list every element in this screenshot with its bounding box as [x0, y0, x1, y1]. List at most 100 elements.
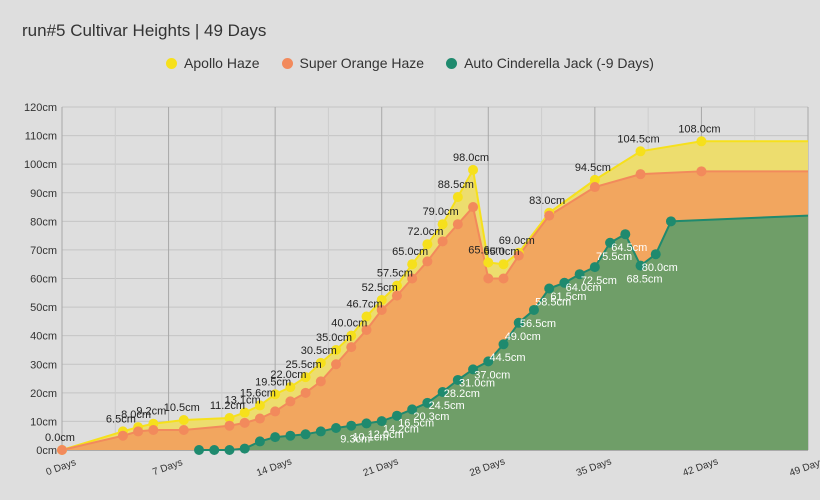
data-point	[300, 372, 311, 383]
legend-item-0[interactable]: Apollo Haze	[166, 55, 260, 71]
data-point	[254, 413, 265, 424]
legend-swatch	[446, 57, 458, 69]
chart-title: run#5 Cultivar Heights | 49 Days	[22, 21, 267, 40]
data-point	[57, 445, 67, 455]
data-point	[376, 294, 387, 305]
data-point	[391, 280, 402, 291]
data-point	[270, 432, 281, 443]
data-label: 28.2cm	[444, 388, 480, 400]
data-point	[285, 396, 296, 407]
data-point	[315, 357, 326, 368]
data-point	[224, 412, 235, 423]
y-tick-label: 120cm	[24, 102, 57, 114]
data-point	[254, 400, 265, 411]
data-point	[528, 304, 539, 315]
data-point	[468, 364, 479, 375]
data-point	[696, 166, 707, 177]
x-tick-label: 7 Days	[151, 457, 184, 478]
data-point	[635, 260, 646, 271]
x-tick-label: 35 Days	[575, 456, 613, 479]
data-point	[498, 273, 509, 284]
data-label: 31.0cm	[459, 377, 495, 389]
series-points-1	[57, 166, 707, 455]
data-point	[407, 259, 418, 270]
data-label: 49.0cm	[505, 331, 541, 343]
data-label: 40.0cm	[331, 318, 367, 330]
legend-item-1[interactable]: Super Orange Haze	[281, 55, 424, 71]
data-point	[346, 342, 357, 353]
series-line-1	[61, 170, 808, 451]
data-point	[483, 356, 494, 367]
data-label: 58.5cm	[535, 297, 571, 309]
legend-item-2[interactable]: Auto Cinderella Jack (-9 Days)	[446, 55, 654, 71]
x-tick-label: 21 Days	[362, 456, 400, 479]
data-label: 9.3cm	[340, 434, 370, 446]
data-point	[483, 257, 494, 268]
data-label: 30.5cm	[301, 345, 337, 357]
data-label: 64.0cm	[566, 282, 602, 294]
data-point	[376, 416, 387, 427]
data-point	[361, 311, 372, 322]
data-point	[498, 259, 509, 270]
data-label: 104.5cm	[617, 133, 659, 145]
data-point	[391, 290, 402, 301]
data-point	[544, 210, 555, 221]
data-point	[270, 406, 281, 417]
data-label: 69.0cm	[499, 235, 535, 247]
data-label: 9.2cm	[136, 406, 166, 418]
x-tick-label: 14 Days	[255, 456, 293, 479]
data-point	[331, 344, 342, 355]
data-point	[483, 273, 494, 284]
y-tick-label: 0cm	[36, 445, 57, 457]
legend: Apollo Haze Super Orange Haze Auto Cindere…	[0, 55, 820, 71]
data-point	[544, 283, 555, 294]
data-point	[315, 426, 326, 437]
y-tick-labels: 0cm 10cm 20cm 30cm 40cm 50cm 60cm 70cm 80cm 90cm 1…	[24, 102, 57, 457]
data-point	[331, 359, 342, 370]
data-label: 24.5cm	[429, 400, 465, 412]
data-point	[452, 219, 463, 230]
data-point	[224, 420, 235, 431]
y-tick-label: 30cm	[30, 359, 57, 371]
data-label: 0.0cm	[45, 432, 75, 444]
data-label: 57.5cm	[377, 268, 413, 280]
series-labels-2: 9.3cm10.1cm12.0cm14.2cm16.5cm20.3cm24.5c…	[340, 242, 678, 446]
data-point	[133, 426, 144, 437]
data-label: 46.7cm	[346, 299, 382, 311]
data-point	[178, 424, 189, 435]
y-tick-label: 110cm	[25, 131, 57, 143]
data-point	[498, 339, 509, 350]
data-label: 15.6cm	[240, 387, 276, 399]
data-label: 8.0cm	[121, 409, 151, 421]
data-point	[285, 382, 296, 393]
data-label: 88.5cm	[438, 179, 474, 191]
data-point	[285, 430, 296, 441]
data-point	[605, 237, 616, 248]
data-point	[148, 424, 159, 435]
data-label: 6.5cm	[106, 413, 136, 425]
data-point	[194, 445, 205, 455]
data-point	[331, 422, 342, 433]
data-label: 98.0cm	[453, 152, 489, 164]
data-label: 108.0cm	[678, 123, 720, 135]
data-label: 14.2cm	[383, 424, 419, 436]
data-point	[620, 229, 631, 240]
data-point	[270, 389, 281, 400]
data-label: 65.0cm	[392, 246, 428, 258]
data-label: 56.5cm	[520, 318, 556, 330]
data-label: 79.0cm	[423, 206, 459, 218]
y-tick-label: 70cm	[30, 245, 57, 257]
data-label: 19.5cm	[255, 376, 291, 388]
data-label: 12.0cm	[368, 429, 404, 441]
data-point	[117, 430, 128, 441]
data-point	[239, 443, 250, 454]
data-point	[361, 324, 372, 335]
data-point	[635, 146, 646, 157]
data-label: 80.0cm	[642, 262, 678, 274]
data-label: 11.2cm	[210, 400, 245, 412]
data-label: 25.5cm	[286, 359, 322, 371]
data-point	[452, 374, 463, 385]
